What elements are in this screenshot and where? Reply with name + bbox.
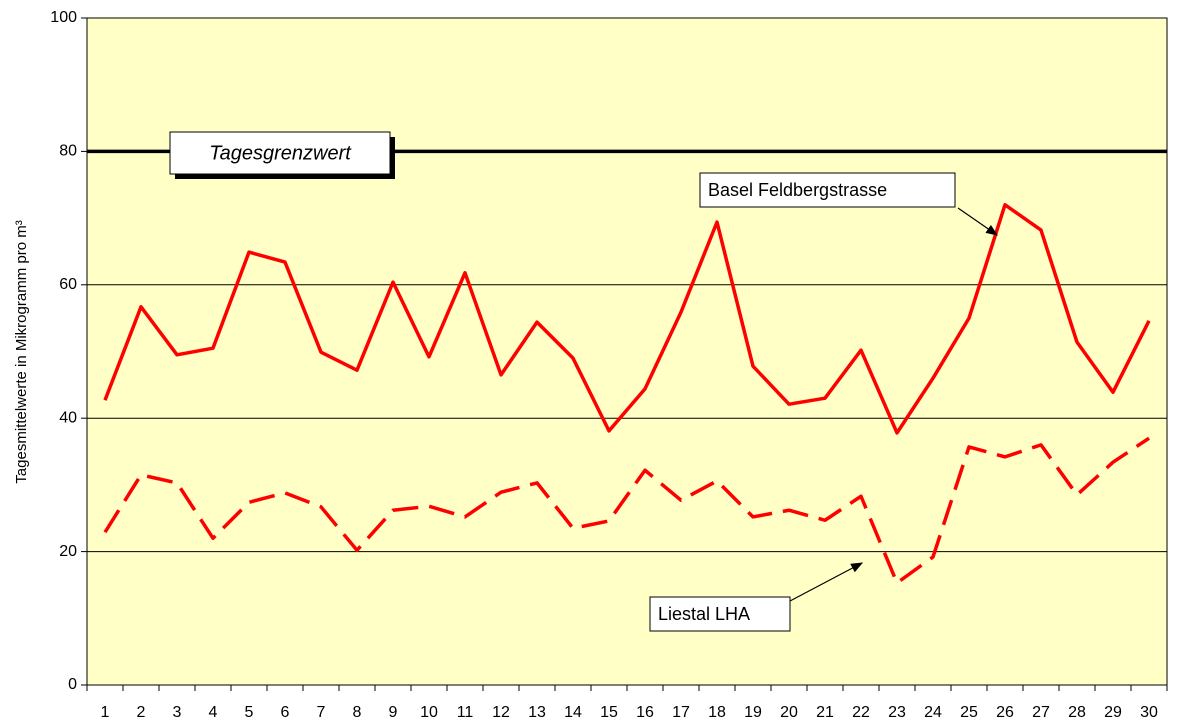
- x-tick-label: 29: [1104, 704, 1122, 721]
- series-label: Basel Feldbergstrasse: [708, 180, 887, 200]
- x-tick-label: 3: [173, 704, 182, 721]
- x-tick-label: 19: [744, 704, 762, 721]
- x-tick-label: 20: [780, 704, 798, 721]
- x-tick-label: 11: [457, 704, 474, 721]
- annotation-arrow: [957, 207, 998, 236]
- threshold-label: Tagesgrenzwert: [209, 142, 352, 164]
- x-tick-label: 12: [492, 704, 510, 721]
- y-axis-label: Tagesmittelwerte in Mikrogramm pro m³: [13, 220, 30, 483]
- label-box: [649, 596, 791, 632]
- x-tick-label: 22: [852, 704, 870, 721]
- annotation-arrow: [789, 562, 864, 602]
- x-tick-label: 13: [528, 704, 546, 721]
- x-tick-label: 16: [636, 704, 654, 721]
- x-tick-label: 4: [209, 704, 218, 721]
- plot-area: [87, 18, 1167, 685]
- y-tick-label: 20: [59, 543, 77, 560]
- x-tick-label: 27: [1032, 704, 1050, 721]
- x-tick-label: 2: [137, 704, 146, 721]
- x-tick-label: 30: [1140, 704, 1158, 721]
- x-tick-label: 23: [888, 704, 906, 721]
- y-tick-label: 60: [59, 276, 77, 293]
- series-label: Liestal LHA: [658, 604, 750, 624]
- y-tick-label: 80: [59, 143, 77, 160]
- y-tick-label: 0: [68, 676, 77, 693]
- x-tick-label: 25: [960, 704, 978, 721]
- x-tick-label: 21: [816, 704, 834, 721]
- x-tick-label: 18: [708, 704, 726, 721]
- x-tick-label: 7: [317, 704, 326, 721]
- x-tick-label: 14: [564, 704, 582, 721]
- series-line: [103, 203, 1151, 435]
- x-tick-label: 1: [101, 704, 110, 721]
- x-tick-label: 24: [924, 704, 942, 721]
- x-tick-label: 8: [353, 704, 362, 721]
- threshold-box: [169, 131, 391, 175]
- x-tick-label: 26: [996, 704, 1014, 721]
- y-tick-label: 100: [50, 9, 77, 26]
- x-tick-label: 10: [420, 704, 438, 721]
- y-tick-label: 40: [59, 409, 77, 426]
- x-tick-label: 15: [600, 704, 618, 721]
- series-line: [103, 436, 1150, 585]
- x-tick-label: 17: [672, 704, 690, 721]
- x-tick-label: 6: [281, 704, 290, 721]
- label-box: [699, 172, 956, 208]
- x-tick-label: 28: [1068, 704, 1086, 721]
- x-tick-label: 9: [389, 704, 398, 721]
- x-tick-label: 5: [245, 704, 254, 721]
